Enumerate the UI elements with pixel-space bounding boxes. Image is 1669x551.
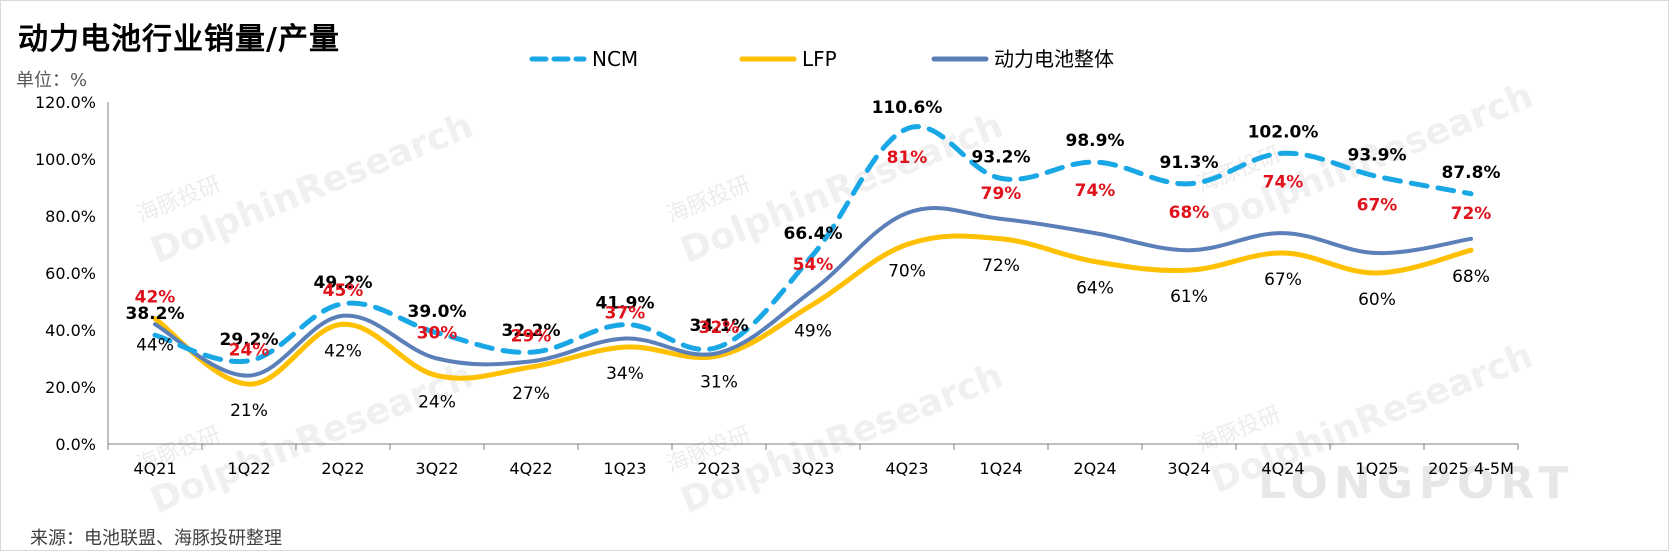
x-tick-label: 1Q25 bbox=[1355, 459, 1398, 478]
x-tick-label: 1Q23 bbox=[603, 459, 646, 478]
lfp-data-label: 60% bbox=[1358, 290, 1396, 310]
ncm-data-label: 87.8% bbox=[1442, 163, 1501, 183]
lfp-data-label: 67% bbox=[1264, 270, 1302, 290]
ncm-data-label: 93.2% bbox=[972, 147, 1031, 167]
y-tick-label: 60.0% bbox=[45, 264, 96, 283]
ncm-data-label: 41.9% bbox=[596, 294, 655, 314]
y-tick-label: 40.0% bbox=[45, 321, 96, 340]
x-tick-label: 2Q23 bbox=[697, 459, 740, 478]
total-data-label: 74% bbox=[1075, 181, 1116, 201]
total-line bbox=[153, 206, 1473, 378]
lfp-data-label: 68% bbox=[1452, 267, 1490, 287]
lfp-data-label: 34% bbox=[606, 364, 644, 384]
series-lines bbox=[152, 124, 1474, 387]
lfp-data-label: 49% bbox=[794, 321, 832, 341]
lfp-data-label: 72% bbox=[982, 256, 1020, 276]
total-data-label: 45% bbox=[323, 281, 364, 301]
lfp-data-label: 27% bbox=[512, 384, 550, 404]
y-tick-label: 120.0% bbox=[35, 93, 96, 112]
unit-label: 单位：% bbox=[16, 70, 88, 91]
axes: 0.0% 20.0% 40.0% 60.0% 80.0% 100.0% 120.0% 4Q21… bbox=[35, 93, 1519, 478]
ncm-data-label: 66.4% bbox=[784, 224, 843, 244]
y-tick-label: 0.0% bbox=[55, 435, 96, 454]
legend-label: LFP bbox=[802, 47, 837, 71]
lfp-data-label: 70% bbox=[888, 262, 926, 282]
total-data-label: 72% bbox=[1451, 204, 1492, 224]
x-tick-label: 3Q22 bbox=[415, 459, 458, 478]
ncm-data-label: 102.0% bbox=[1248, 122, 1319, 142]
lfp-data-label: 31% bbox=[700, 373, 738, 393]
x-tick-label: 4Q23 bbox=[885, 459, 928, 478]
lfp-data-label: 61% bbox=[1170, 287, 1208, 307]
total-data-label: 79% bbox=[981, 184, 1022, 204]
data-labels: 38.2% 44% 42% 29.2% 21% 24% 49.2% 42% 45% 39.0% 24… bbox=[126, 98, 1501, 421]
chart-title: 动力电池行业销量/产量 bbox=[18, 22, 340, 57]
ncm-data-label: 39.0% bbox=[408, 302, 467, 322]
ncm-data-label: 32.2% bbox=[502, 321, 561, 341]
ncm-data-label: 38.2% bbox=[126, 304, 185, 324]
ncm-data-label: 34.1% bbox=[690, 316, 749, 336]
lfp-data-label: 44% bbox=[136, 336, 174, 356]
watermark-logo: LONGPORT bbox=[1258, 458, 1574, 509]
source-note: 来源：电池联盟、海豚投研整理 bbox=[30, 528, 282, 549]
x-tick-label: 1Q24 bbox=[979, 459, 1022, 478]
x-tick-label: 2Q24 bbox=[1073, 459, 1116, 478]
ncm-data-label: 29.2% bbox=[220, 330, 279, 350]
y-tick-label: 80.0% bbox=[45, 207, 96, 226]
total-data-label: 81% bbox=[887, 148, 928, 168]
legend: NCM LFP 动力电池整体 bbox=[529, 47, 1114, 71]
total-data-label: 37% bbox=[605, 304, 646, 324]
ncm-line bbox=[152, 124, 1474, 365]
lfp-data-label: 21% bbox=[230, 401, 268, 421]
total-data-label: 30% bbox=[417, 324, 458, 344]
total-data-label: 32% bbox=[699, 318, 740, 338]
x-tick-label: 3Q24 bbox=[1167, 459, 1210, 478]
legend-label: 动力电池整体 bbox=[994, 47, 1114, 71]
lfp-data-label: 24% bbox=[418, 393, 456, 413]
ncm-data-label: 93.9% bbox=[1348, 145, 1407, 165]
total-data-label: 68% bbox=[1169, 203, 1210, 223]
y-tick-label: 20.0% bbox=[45, 378, 96, 397]
lfp-line bbox=[152, 233, 1474, 387]
x-tick-label: 4Q21 bbox=[133, 459, 176, 478]
total-data-label: 42% bbox=[135, 287, 176, 307]
x-tick-label: 2Q22 bbox=[321, 459, 364, 478]
x-tick-label: 4Q22 bbox=[509, 459, 552, 478]
ncm-data-label: 91.3% bbox=[1160, 153, 1219, 173]
x-tick-label: 2025 4-5M bbox=[1428, 459, 1514, 478]
legend-label: NCM bbox=[592, 47, 638, 71]
ncm-data-label: 98.9% bbox=[1066, 131, 1125, 151]
ncm-data-label: 110.6% bbox=[872, 98, 943, 118]
y-tick-label: 100.0% bbox=[35, 150, 96, 169]
total-data-label: 67% bbox=[1357, 195, 1398, 215]
x-tick-label: 1Q22 bbox=[227, 459, 270, 478]
total-data-label: 29% bbox=[511, 326, 552, 346]
x-tick-label: 3Q23 bbox=[791, 459, 834, 478]
x-tick-label: 4Q24 bbox=[1261, 459, 1304, 478]
lfp-data-label: 64% bbox=[1076, 279, 1114, 299]
total-data-label: 74% bbox=[1263, 172, 1304, 192]
total-data-label: 24% bbox=[229, 341, 270, 361]
lfp-data-label: 42% bbox=[324, 341, 362, 361]
total-data-label: 54% bbox=[793, 255, 834, 275]
ncm-data-label: 49.2% bbox=[314, 273, 373, 293]
